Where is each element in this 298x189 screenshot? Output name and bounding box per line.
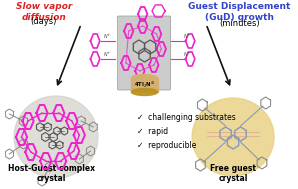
Text: +: + bbox=[187, 51, 190, 55]
Text: ✓  challenging substrates: ✓ challenging substrates bbox=[137, 112, 236, 122]
Ellipse shape bbox=[14, 96, 98, 178]
Text: +: + bbox=[106, 33, 110, 37]
Text: Host-Guest complex
crystal: Host-Guest complex crystal bbox=[8, 164, 95, 183]
Text: N: N bbox=[184, 53, 187, 57]
Text: ✓  rapid: ✓ rapid bbox=[137, 126, 168, 136]
Text: 4TI$_2$N$^\ominus$: 4TI$_2$N$^\ominus$ bbox=[134, 80, 155, 90]
Text: +: + bbox=[106, 51, 110, 55]
Text: Free guest
crystal: Free guest crystal bbox=[210, 164, 256, 183]
FancyBboxPatch shape bbox=[117, 16, 171, 90]
Text: +: + bbox=[187, 33, 190, 37]
Text: N: N bbox=[104, 53, 107, 57]
Text: Guest Displacement
(GuD) growth: Guest Displacement (GuD) growth bbox=[188, 2, 291, 22]
Bar bbox=[131, 78, 158, 92]
Text: N: N bbox=[104, 35, 107, 40]
Ellipse shape bbox=[131, 74, 158, 81]
Text: ✓  reproducible: ✓ reproducible bbox=[137, 140, 196, 149]
Ellipse shape bbox=[192, 98, 274, 176]
Text: (minutes): (minutes) bbox=[219, 19, 260, 28]
Text: Slow vapor
diffusion: Slow vapor diffusion bbox=[16, 2, 72, 22]
Text: (days): (days) bbox=[31, 17, 57, 26]
Ellipse shape bbox=[131, 88, 158, 95]
Text: N: N bbox=[184, 35, 187, 40]
